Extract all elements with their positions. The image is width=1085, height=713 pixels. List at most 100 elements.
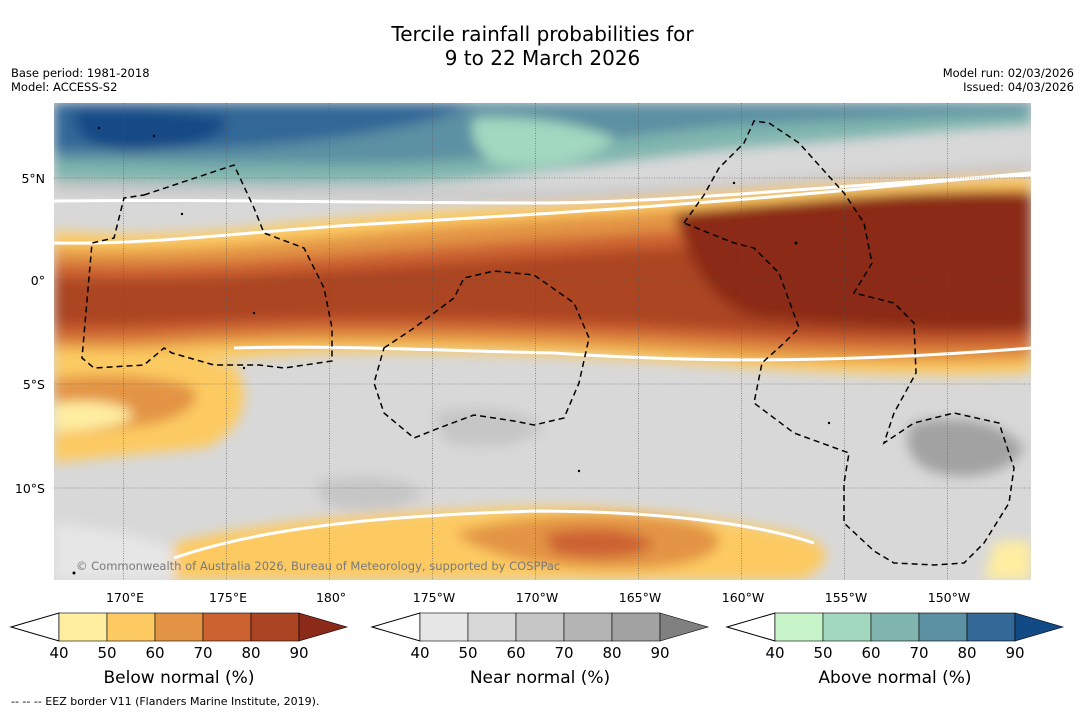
lon-label-160w: 160°W — [721, 590, 765, 605]
cbar-near-swatch-3 — [563, 612, 613, 642]
model-run: Model run: 02/03/2026 — [942, 66, 1074, 80]
base-period: Base period: 1981-2018 — [11, 66, 150, 80]
cbar-above-tick-50: 50 — [813, 644, 833, 662]
cbar-near-label: Near normal (%) — [469, 668, 611, 688]
below-normal-sw-40 — [54, 401, 134, 433]
near-normal-patch-east — [907, 418, 1024, 477]
island — [152, 134, 156, 138]
lat-label-5s: 5°S — [22, 377, 45, 392]
lon-label-180: 180° — [315, 590, 347, 605]
cbar-near-tick-70: 70 — [554, 644, 574, 662]
cbar-near-swatch-5 — [659, 612, 710, 642]
cbar-below-swatch-4 — [250, 612, 300, 642]
eez-kiribati-line — [682, 120, 1015, 566]
lon-label-170e: 170°E — [105, 590, 144, 605]
below-normal-core-east — [674, 191, 1031, 329]
eez-borders — [81, 120, 1015, 566]
islands — [72, 126, 831, 575]
cbar-near-swatch-0 — [419, 612, 469, 642]
cbar-above-swatch-0 — [774, 612, 824, 642]
cbar-below-label: Below normal (%) — [103, 668, 255, 688]
cbar-below-tick-60: 60 — [145, 644, 165, 662]
island — [252, 311, 256, 315]
cbar-above-tick-60: 60 — [861, 644, 881, 662]
cbar-near-tick-40: 40 — [410, 644, 430, 662]
title-line-2: 9 to 22 March 2026 — [444, 46, 641, 70]
model-name: Model: ACCESS-S2 — [11, 80, 118, 94]
cbar-above-swatch-3 — [918, 612, 968, 642]
above-normal-band-80 — [74, 109, 226, 152]
cbar-below-low-extension — [9, 612, 60, 642]
cbar-above-swatch-1 — [822, 612, 872, 642]
island — [732, 181, 736, 185]
meta-right: Model run: 02/03/2026 Issued: 04/03/2026 — [943, 66, 1074, 94]
contour-below-south — [233, 345, 1031, 362]
lon-label-150w: 150°W — [927, 590, 971, 605]
lat-label-0: 0° — [30, 273, 45, 288]
island — [97, 126, 101, 130]
colorbars-svg — [9, 612, 1065, 642]
cbar-above-tick-40: 40 — [765, 644, 785, 662]
cbar-above-swatch-5 — [1014, 612, 1065, 642]
cbar-below-tick-80: 80 — [241, 644, 261, 662]
cbar-above-low-extension — [725, 612, 776, 642]
map-attribution: © Commonwealth of Australia 2026, Bureau… — [76, 559, 561, 573]
below-normal-se-40 — [984, 540, 1031, 580]
contour-north — [54, 173, 1031, 205]
above-normal-patch — [472, 117, 614, 167]
cbar-below-swatch-5 — [298, 612, 349, 642]
island — [577, 469, 581, 473]
map-svg — [54, 103, 1031, 580]
island — [827, 421, 831, 425]
cbar-near-tick-80: 80 — [602, 644, 622, 662]
cbar-near-swatch-2 — [515, 612, 565, 642]
near-normal-north-strip — [54, 163, 1031, 201]
lon-label-155w: 155°W — [824, 590, 868, 605]
cbar-near-swatch-1 — [467, 612, 517, 642]
cbar-above-tick-90: 90 — [1005, 644, 1025, 662]
island — [72, 571, 76, 575]
cbar-near-low-extension — [370, 612, 421, 642]
lat-label-5n: 5°N — [21, 171, 45, 186]
cbar-below-tick-50: 50 — [97, 644, 117, 662]
cbar-below-swatch-1 — [106, 612, 156, 642]
island — [794, 241, 798, 245]
island — [180, 212, 184, 216]
contour-below-north — [54, 171, 1031, 245]
probability-field — [54, 103, 1031, 580]
lon-label-170w: 170°W — [515, 590, 559, 605]
cbar-below-swatch-3 — [202, 612, 252, 642]
cbar-above-tick-80: 80 — [957, 644, 977, 662]
cbar-above-swatch-4 — [966, 612, 1016, 642]
cbar-above-tick-70: 70 — [909, 644, 929, 662]
cbar-below-tick-40: 40 — [49, 644, 69, 662]
colorbars — [0, 608, 1085, 648]
cbar-near-tick-60: 60 — [506, 644, 526, 662]
island — [242, 366, 246, 370]
meta-left: Base period: 1981-2018 Model: ACCESS-S2 — [11, 66, 150, 94]
contour-south — [173, 509, 815, 560]
cbar-below-tick-90: 90 — [289, 644, 309, 662]
issued-date: Issued: 04/03/2026 — [963, 80, 1074, 94]
cbar-near-tick-50: 50 — [458, 644, 478, 662]
eez-kiribati-gilbert — [81, 164, 333, 369]
cbar-above-swatch-2 — [870, 612, 920, 642]
near-normal-patch-center — [434, 408, 544, 447]
cbar-near-tick-90: 90 — [650, 644, 670, 662]
lon-label-165w: 165°W — [618, 590, 662, 605]
eez-tokelau-phoenix — [373, 270, 590, 439]
near-normal-sw-light — [54, 523, 174, 580]
map-title: Tercile rainfall probabilities for 9 to … — [0, 22, 1085, 70]
lat-label-10s: 10°S — [14, 481, 45, 496]
near-normal-patch-south — [314, 477, 424, 511]
cbar-above-label: Above normal (%) — [818, 668, 972, 688]
eez-footnote: -- -- -- EEZ border V11 (Flanders Marine… — [11, 695, 320, 708]
cbar-below-tick-70: 70 — [193, 644, 213, 662]
below-normal-south-70 — [544, 529, 654, 558]
map-grid — [54, 103, 1031, 580]
cbar-near-swatch-4 — [611, 612, 661, 642]
rainfall-map: © Commonwealth of Australia 2026, Bureau… — [54, 103, 1031, 580]
lon-label-175e: 175°E — [208, 590, 247, 605]
cbar-below-swatch-0 — [58, 612, 108, 642]
cbar-below-swatch-2 — [154, 612, 204, 642]
